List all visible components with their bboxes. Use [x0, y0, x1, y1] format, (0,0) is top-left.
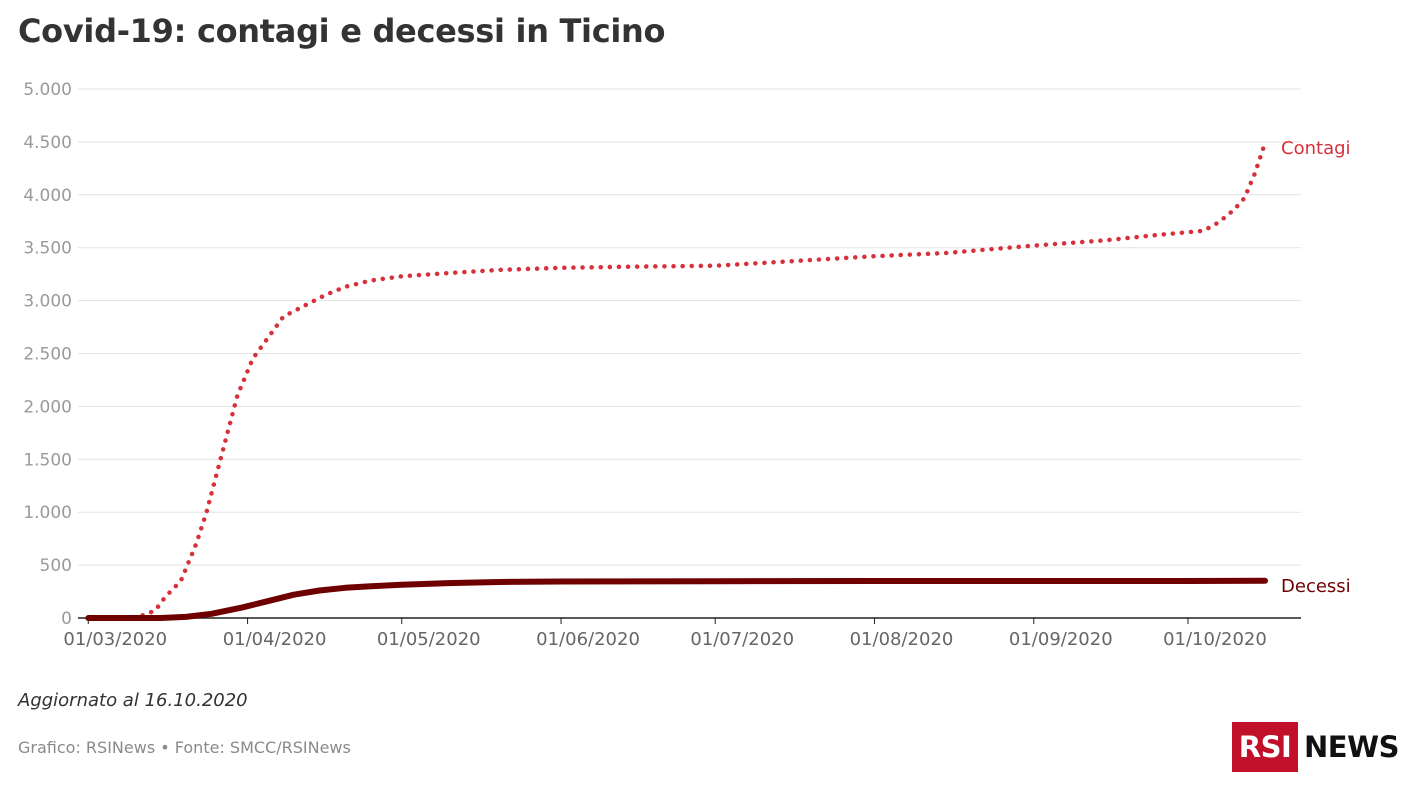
y-tick-label: 3.000 — [23, 292, 72, 312]
logo-box: RSI — [1232, 722, 1298, 772]
y-tick-label: 4.500 — [23, 133, 72, 153]
series-labels: Contagi Decessi — [1281, 138, 1351, 597]
series-label-contagi: Contagi — [1281, 138, 1351, 159]
x-tick-label: 01/09/2020 — [1009, 629, 1113, 650]
logo-text: NEWS — [1304, 730, 1399, 764]
series-lines — [85, 140, 1268, 621]
y-tick-label: 1.500 — [23, 450, 72, 470]
rsi-news-logo: RSI NEWS — [1232, 722, 1399, 772]
x-tick-label: 01/10/2020 — [1163, 629, 1267, 650]
x-tick-label: 01/04/2020 — [223, 629, 327, 650]
series-line-decessi — [85, 577, 1268, 621]
y-tick-label: 500 — [40, 556, 72, 576]
source-credit: Grafico: RSINews • Fonte: SMCC/RSINews — [18, 738, 351, 757]
y-axis-ticks: 0 500 1.000 1.500 2.000 2.500 3.000 3.500 4.000 4… — [23, 80, 72, 629]
y-tick-label: 0 — [61, 609, 72, 629]
x-tick-label: 01/03/2020 — [63, 629, 167, 650]
y-tick-label: 2.500 — [23, 345, 72, 365]
y-tick-label: 1.000 — [23, 503, 72, 523]
gridlines — [78, 88, 1301, 619]
x-tick-label: 01/08/2020 — [850, 629, 954, 650]
updated-note: Aggiornato al 16.10.2020 — [18, 690, 248, 711]
y-tick-label: 5.000 — [23, 80, 72, 100]
x-tick-label: 01/07/2020 — [690, 629, 794, 650]
y-tick-label: 2.000 — [23, 397, 72, 417]
series-label-decessi: Decessi — [1281, 576, 1351, 597]
y-tick-label: 4.000 — [23, 186, 72, 206]
y-tick-label: 3.500 — [23, 239, 72, 259]
series-line-contagi — [86, 140, 1268, 621]
x-tick-label: 01/06/2020 — [536, 629, 640, 650]
x-axis-ticks: 01/03/2020 01/04/2020 01/05/2020 01/06/2020… — [63, 618, 1267, 650]
chart-title: Covid-19: contagi e decessi in Ticino — [18, 12, 666, 50]
x-tick-label: 01/05/2020 — [377, 629, 481, 650]
